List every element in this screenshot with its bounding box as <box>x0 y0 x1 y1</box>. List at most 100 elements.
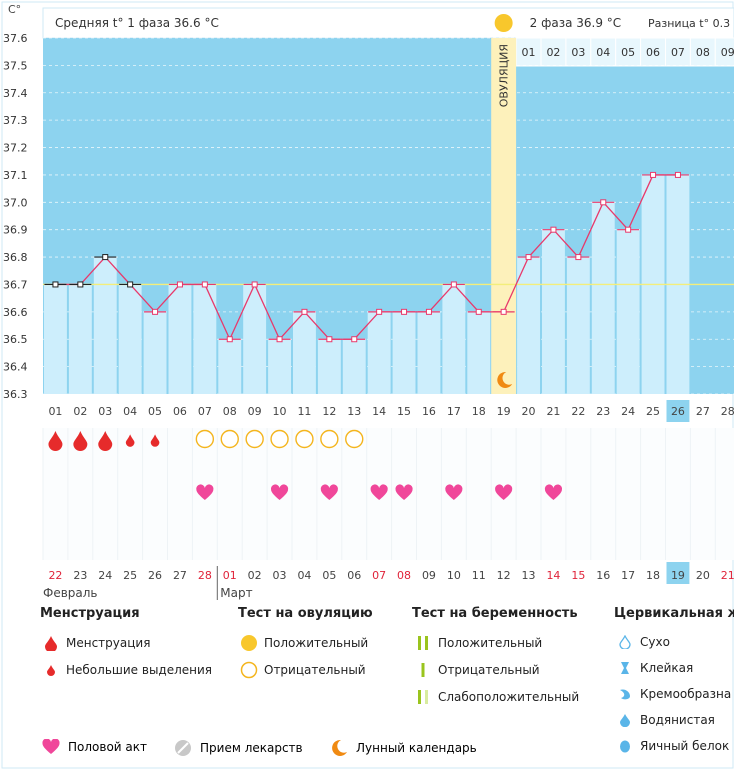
phase2-day-label: 06 <box>646 46 660 59</box>
temperature-bar <box>342 339 366 394</box>
temperature-bar <box>442 284 466 394</box>
temperature-point <box>276 336 283 343</box>
y-tick-label: 36.6 <box>3 306 28 319</box>
temperature-point <box>575 254 582 261</box>
ovulation-test-negative-icon <box>245 429 264 449</box>
today-date-marker <box>666 562 690 584</box>
temperature-point <box>226 336 233 343</box>
temperature-bar <box>417 311 441 394</box>
temperature-point <box>500 308 507 315</box>
intercourse-heart-icon <box>395 484 413 500</box>
intercourse-heart-icon <box>495 484 513 500</box>
temperature-point <box>201 281 208 288</box>
two-lines-icon <box>412 635 434 651</box>
phase2-day-box <box>665 37 691 67</box>
legend-item-cervical-watery: Водянистая <box>614 707 734 733</box>
temperature-point <box>326 336 333 343</box>
y-tick-label: 37.4 <box>3 87 28 100</box>
intercourse-heart-icon <box>196 484 214 500</box>
temperature-point <box>351 336 358 343</box>
temperature-bar <box>392 311 416 394</box>
header-bar <box>42 7 734 39</box>
legend-label-menstruation: Менструация <box>66 635 151 650</box>
temperature-point <box>525 254 532 261</box>
temperature-bar <box>591 202 615 394</box>
legend-menstruation: Менструация Менструация Небольшие выделе… <box>40 606 212 683</box>
phase2-day-label: 04 <box>596 46 610 59</box>
phase2-day-label: 01 <box>522 46 536 59</box>
temperature-bar <box>317 339 341 394</box>
y-tick-label: 37.6 <box>3 32 28 45</box>
calendar-date-label: 24 <box>98 569 112 582</box>
x-tick-label: 11 <box>297 405 311 418</box>
calendar-date-label: 03 <box>273 569 287 582</box>
temperature-point <box>52 281 59 288</box>
calendar-date-label: 25 <box>123 569 137 582</box>
phase2-day-box <box>689 37 716 67</box>
one-line-icon <box>412 662 434 678</box>
temperature-point <box>425 308 432 315</box>
temperature-bar <box>168 284 192 394</box>
legend-item-preg-positive: Положительный <box>412 629 579 656</box>
temperature-point <box>650 171 657 178</box>
phase2-day-label: 09 <box>721 46 734 59</box>
heart-icon <box>40 739 62 755</box>
calendar-date-label: 26 <box>148 569 162 582</box>
y-tick-label: 37.0 <box>3 196 28 209</box>
phase2-day-label: 02 <box>546 46 560 59</box>
legend-label-cervical-watery: Водянистая <box>640 713 715 727</box>
legend-pregnancy-test: Тест на беременность Положительный Отриц… <box>412 606 579 710</box>
faint-lines-icon <box>412 689 434 705</box>
watery-drop-icon <box>614 713 636 727</box>
y-tick-label: 37.3 <box>3 114 28 127</box>
y-tick-label: 37.5 <box>3 59 28 72</box>
calendar-date-label: 19 <box>671 569 685 582</box>
calendar-date-label: 09 <box>422 569 436 582</box>
legend-item-medication: Прием лекарств <box>172 739 303 757</box>
calendar-date-label: 27 <box>173 569 187 582</box>
temperature-point <box>251 281 258 288</box>
legend-ovulation-test-title: Тест на овуляцию <box>238 606 373 621</box>
x-tick-label: 03 <box>98 405 112 418</box>
legend-label-cervical-creamy: Кремообразна <box>640 687 732 701</box>
legend-label-cervical-dry: Сухо <box>640 635 670 649</box>
y-tick-label: 36.7 <box>3 278 28 291</box>
intercourse-heart-icon <box>370 484 388 500</box>
lunar-moon-icon <box>497 371 513 388</box>
calendar-date-label: 06 <box>347 569 361 582</box>
temperature-bar <box>218 339 242 394</box>
phase2-day-label: 07 <box>671 46 685 59</box>
x-tick-label: 15 <box>397 405 411 418</box>
legend-menstruation-title: Менструация <box>40 606 140 621</box>
temperature-bar <box>118 284 142 394</box>
legend-label-cervical-eggwhite: Яичный белок <box>640 739 730 753</box>
sun-filled-icon <box>238 634 260 652</box>
y-tick-label: 36.9 <box>3 224 28 237</box>
temperature-bar <box>616 229 640 394</box>
phase2-day-box <box>565 37 592 67</box>
x-tick-label: 18 <box>472 405 486 418</box>
phase2-average-text: 2 фаза 36.9 °C <box>530 16 622 30</box>
temperature-bar <box>268 339 291 394</box>
intercourse-heart-icon <box>445 484 463 500</box>
temperature-point <box>475 308 482 315</box>
temperature-bar <box>467 311 491 394</box>
legend-label-intercourse: Половой акт <box>68 740 147 754</box>
x-tick-label: 09 <box>248 405 262 418</box>
blood-drop-icon <box>40 635 62 651</box>
egg-white-icon <box>614 739 636 753</box>
y-tick-label: 36.8 <box>3 251 28 264</box>
x-tick-label: 01 <box>48 405 62 418</box>
x-tick-label: 28 <box>721 405 734 418</box>
temperature-bar <box>68 284 92 394</box>
x-tick-label: 04 <box>123 405 137 418</box>
calendar-date-label: 17 <box>621 569 635 582</box>
legend-cervical-title: Цервикальная жи <box>614 606 734 621</box>
phase2-day-label: 08 <box>696 46 710 59</box>
intercourse-heart-icon <box>270 484 289 500</box>
ovulation-test-negative-icon <box>345 429 364 449</box>
phase2-day-label: 05 <box>621 46 635 59</box>
menstruation-drop-icon <box>125 434 135 447</box>
x-tick-label: 07 <box>198 405 212 418</box>
legend-item-cervical-sticky: Клейкая <box>614 655 734 681</box>
